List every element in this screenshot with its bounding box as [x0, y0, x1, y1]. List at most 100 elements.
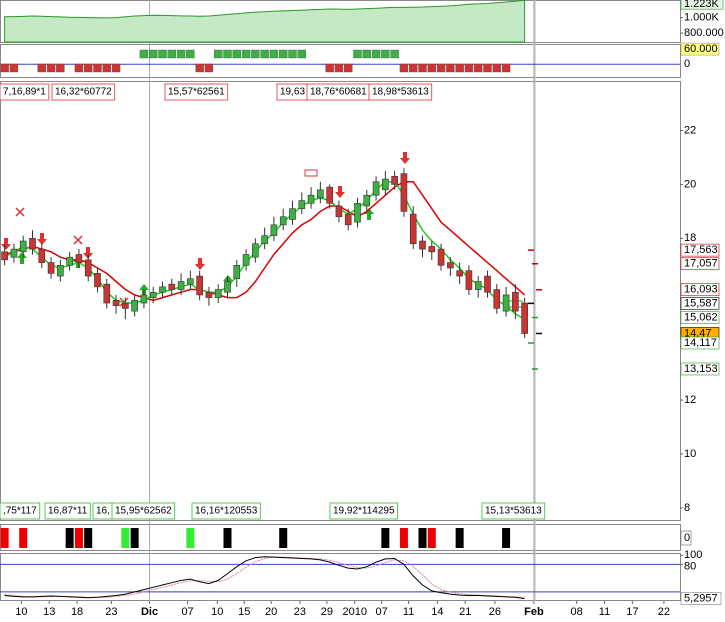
candle-body	[512, 291, 519, 312]
x-tick-label: 10	[211, 606, 223, 618]
signal-tick-label: 60.000	[684, 43, 718, 55]
candle-body	[317, 189, 324, 199]
candle-body	[279, 216, 287, 226]
y-tick-label: 8	[684, 502, 690, 514]
candle-body	[484, 275, 491, 293]
event-block	[418, 528, 427, 548]
bottom-annotation-box	[329, 502, 398, 520]
signal-block	[353, 49, 362, 59]
signal-block	[297, 49, 306, 59]
event-block	[74, 528, 83, 548]
top-annotation: 19,63	[280, 87, 305, 98]
event-block	[279, 528, 288, 548]
candle-body	[131, 300, 138, 312]
event-block	[19, 528, 28, 548]
candle-body	[270, 224, 278, 236]
signal-block	[418, 63, 427, 73]
price-label: 16,093	[684, 284, 718, 296]
top-annotation: 18,98*53613	[372, 87, 429, 98]
oscillator-last-label: 5,2957	[684, 592, 718, 604]
top-annotation: 15,57*62561	[168, 87, 225, 98]
signal-block	[214, 49, 223, 59]
signal-block	[501, 63, 511, 73]
price-label: 17,563	[684, 244, 718, 256]
candle-body	[47, 262, 55, 274]
candle-body	[57, 264, 64, 277]
price-label-box	[680, 243, 720, 257]
bottom-annotation-box	[111, 502, 176, 520]
candle-body	[159, 286, 166, 293]
price-label: 14,47	[684, 327, 712, 339]
signal-block	[371, 49, 381, 59]
top-annotation: 7,16,89*1	[3, 87, 46, 98]
signal-block	[149, 49, 158, 59]
price-label-box	[680, 297, 720, 310]
x-tick-label: 17	[626, 606, 638, 618]
x-tick-label: 07	[376, 606, 388, 618]
up-arrows	[17, 208, 374, 296]
signal-panel	[0, 44, 681, 78]
cross-markers	[15, 207, 129, 307]
y-tick-label: 18	[684, 232, 696, 244]
signal-block	[474, 63, 483, 73]
volume-tick-label: 800.000	[684, 27, 724, 39]
x-tick-label: 2010	[342, 606, 366, 618]
signal-block	[362, 49, 371, 59]
candle-body	[149, 291, 157, 298]
signal-block	[56, 63, 65, 73]
top-annotation-box	[51, 83, 116, 101]
volume-tick-label: 1.000K	[684, 11, 720, 23]
x-tick-label: 23	[294, 606, 306, 618]
signal-block	[186, 49, 195, 59]
signal-block	[399, 63, 409, 73]
event-block	[399, 528, 408, 548]
signal-block	[139, 49, 149, 59]
event-block	[223, 528, 232, 548]
y-tick-label: 20	[684, 178, 696, 190]
signal-block	[427, 63, 436, 73]
candle-body	[196, 275, 203, 296]
signal-block	[0, 63, 9, 73]
box-marker	[304, 169, 318, 177]
x-tick-label: 11	[403, 606, 414, 618]
candle-body	[409, 213, 417, 245]
signal-block	[9, 63, 19, 73]
signal-block	[241, 49, 251, 59]
price-panel	[0, 81, 681, 521]
price-label: 14,117	[684, 337, 717, 349]
y-tick-label: 10	[684, 448, 696, 460]
candle-body	[19, 240, 27, 253]
candle-body	[94, 273, 101, 288]
candle-body	[66, 256, 73, 266]
x-tick-label: 11	[599, 606, 610, 618]
price-label: 15,062	[684, 311, 718, 323]
bottom-annotation: 16,16*120553	[195, 506, 258, 517]
x-tick-label: 26	[489, 606, 501, 618]
x-tick-label: 08	[571, 606, 583, 618]
x-tick-label: Feb	[524, 606, 544, 618]
candle-body	[456, 270, 463, 277]
x-tick-label: 29	[321, 606, 333, 618]
x-tick-label: 07	[181, 606, 193, 618]
signal-block	[232, 49, 241, 59]
top-annotation-box	[0, 83, 50, 101]
candle-body	[224, 281, 231, 293]
x-tick-label: 23	[105, 606, 117, 618]
signal-block	[93, 63, 102, 73]
candle-body	[400, 173, 408, 212]
candle-body	[112, 300, 120, 307]
event-block	[427, 528, 436, 548]
bottom-annotation: 16,	[96, 506, 110, 517]
bottom-annotation: 16,87*11	[48, 506, 88, 517]
x-tick-label: 14	[431, 606, 443, 618]
signal-block	[74, 63, 84, 73]
price-label: 13,153	[684, 363, 718, 375]
price-label-box	[680, 311, 720, 324]
candle-body	[335, 205, 343, 218]
candle-body	[354, 202, 361, 223]
bottom-annotation-box	[44, 502, 91, 520]
signal-block	[288, 49, 297, 59]
signal-block	[409, 63, 418, 73]
bottom-annotation: 15,13*53613	[485, 506, 542, 517]
